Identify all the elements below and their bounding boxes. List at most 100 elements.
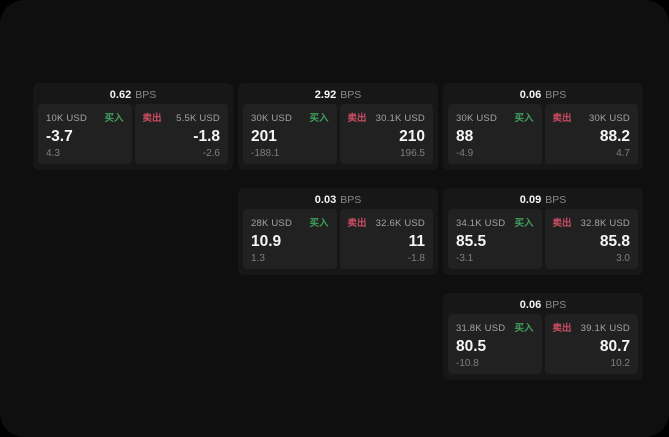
sell-panel-header: 卖出 32.8K USD — [553, 215, 631, 229]
spread-header: 0.06 BPS — [443, 293, 643, 314]
sell-quote-panel[interactable]: 卖出 39.1K USD 80.7 10.2 — [544, 314, 638, 374]
buy-sub-value: -188.1 — [251, 148, 280, 159]
quote-panels: 10K USD 买入 -3.7 4.3 卖出 5.5K USD -1.8 -2.… — [33, 104, 233, 170]
buy-panel-header: 30K USD 买入 — [251, 110, 329, 124]
buy-size: 10K USD — [46, 113, 88, 124]
quote-card: 0.06 BPS 31.8K USD 买入 80.5 -10.8 卖出 39.1K… — [443, 293, 643, 380]
quote-card: 0.06 BPS 30K USD 买入 88 -4.9 卖出 30K USD 88… — [443, 83, 643, 170]
buy-size: 34.1K USD — [456, 218, 506, 229]
buy-price: 201 — [251, 127, 277, 145]
sell-sub-value: 3.0 — [616, 253, 630, 264]
sell-size: 30.1K USD — [375, 113, 425, 124]
buy-sub-value: -10.8 — [456, 358, 479, 369]
buy-panel-header: 31.8K USD 买入 — [456, 320, 534, 334]
buy-side-label: 买入 — [514, 323, 534, 334]
buy-price: 88 — [456, 127, 474, 145]
sell-panel-header: 卖出 30K USD — [553, 110, 631, 124]
quote-card: 0.03 BPS 28K USD 买入 10.9 1.3 卖出 32.6K USD… — [238, 188, 438, 275]
sell-price: 11 — [408, 232, 425, 250]
spread-header: 0.09 BPS — [443, 188, 643, 209]
sell-size: 5.5K USD — [176, 113, 220, 124]
quote-panels: 31.8K USD 买入 80.5 -10.8 卖出 39.1K USD 80.… — [443, 314, 643, 380]
sell-side-label: 卖出 — [552, 323, 572, 334]
buy-price: -3.7 — [46, 127, 73, 145]
quote-panels: 34.1K USD 买入 85.5 -3.1 卖出 32.8K USD 85.8… — [443, 209, 643, 275]
spread-header: 0.62 BPS — [33, 83, 233, 104]
buy-panel-header: 30K USD 买入 — [456, 110, 534, 124]
sell-side-label: 卖出 — [142, 113, 162, 124]
buy-quote-panel[interactable]: 31.8K USD 买入 80.5 -10.8 — [448, 314, 542, 374]
buy-side-label: 买入 — [514, 218, 534, 229]
buy-side-label: 买入 — [514, 113, 534, 124]
buy-sub-value: -3.1 — [456, 253, 474, 264]
buy-price: 80.5 — [456, 337, 487, 355]
buy-price: 10.9 — [251, 232, 282, 250]
buy-sub-value: 1.3 — [251, 253, 265, 264]
spread-unit: BPS — [340, 194, 362, 206]
sell-side-label: 卖出 — [347, 218, 367, 229]
spread-value: 0.09 — [519, 194, 542, 206]
sell-quote-panel[interactable]: 卖出 30.1K USD 210 196.5 — [339, 104, 433, 164]
quote-card: 2.92 BPS 30K USD 买入 201 -188.1 卖出 30.1K U… — [238, 83, 438, 170]
buy-size: 28K USD — [251, 218, 293, 229]
spread-header: 0.06 BPS — [443, 83, 643, 104]
sell-size: 39.1K USD — [580, 323, 630, 334]
sell-quote-panel[interactable]: 卖出 32.8K USD 85.8 3.0 — [544, 209, 638, 269]
sell-quote-panel[interactable]: 卖出 32.6K USD 11 -1.8 — [339, 209, 433, 269]
buy-quote-panel[interactable]: 30K USD 买入 201 -188.1 — [243, 104, 337, 164]
buy-price: 85.5 — [456, 232, 487, 250]
quote-card: 0.62 BPS 10K USD 买入 -3.7 4.3 卖出 5.5K USD … — [33, 83, 233, 170]
quote-panels: 30K USD 买入 201 -188.1 卖出 30.1K USD 210 1… — [238, 104, 438, 170]
sell-panel-header: 卖出 30.1K USD — [348, 110, 426, 124]
sell-sub-value: 4.7 — [616, 148, 630, 159]
buy-sub-value: 4.3 — [46, 148, 60, 159]
sell-price: 80.7 — [599, 337, 630, 355]
sell-panel-header: 卖出 39.1K USD — [553, 320, 631, 334]
spread-value: 2.92 — [314, 89, 337, 101]
spread-value: 0.06 — [519, 299, 542, 311]
buy-quote-panel[interactable]: 10K USD 买入 -3.7 4.3 — [38, 104, 132, 164]
buy-size: 30K USD — [251, 113, 293, 124]
sell-price: 85.8 — [599, 232, 630, 250]
sell-quote-panel[interactable]: 卖出 5.5K USD -1.8 -2.6 — [134, 104, 228, 164]
buy-size: 31.8K USD — [456, 323, 506, 334]
sell-sub-value: 196.5 — [399, 148, 425, 159]
buy-side-label: 买入 — [309, 218, 329, 229]
sell-size: 32.8K USD — [580, 218, 630, 229]
spread-value: 0.06 — [519, 89, 542, 101]
buy-side-label: 买入 — [104, 113, 124, 124]
spread-unit: BPS — [545, 299, 567, 311]
sell-price: 210 — [399, 127, 425, 145]
buy-panel-header: 28K USD 买入 — [251, 215, 329, 229]
sell-sub-value: -2.6 — [202, 148, 220, 159]
sell-sub-value: -1.8 — [407, 253, 425, 264]
sell-side-label: 卖出 — [552, 218, 572, 229]
buy-quote-panel[interactable]: 34.1K USD 买入 85.5 -3.1 — [448, 209, 542, 269]
quote-panels: 30K USD 买入 88 -4.9 卖出 30K USD 88.2 4.7 — [443, 104, 643, 170]
buy-side-label: 买入 — [309, 113, 329, 124]
buy-sub-value: -4.9 — [456, 148, 474, 159]
spread-value: 0.62 — [109, 89, 132, 101]
sell-side-label: 卖出 — [347, 113, 367, 124]
sell-side-label: 卖出 — [552, 113, 572, 124]
spread-value: 0.03 — [314, 194, 337, 206]
sell-panel-header: 卖出 32.6K USD — [348, 215, 426, 229]
buy-quote-panel[interactable]: 30K USD 买入 88 -4.9 — [448, 104, 542, 164]
buy-panel-header: 10K USD 买入 — [46, 110, 124, 124]
sell-price: -1.8 — [193, 127, 220, 145]
buy-size: 30K USD — [456, 113, 498, 124]
sell-panel-header: 卖出 5.5K USD — [143, 110, 221, 124]
spread-unit: BPS — [545, 194, 567, 206]
sell-size: 32.6K USD — [375, 218, 425, 229]
sell-sub-value: 10.2 — [610, 358, 630, 369]
buy-panel-header: 34.1K USD 买入 — [456, 215, 534, 229]
buy-quote-panel[interactable]: 28K USD 买入 10.9 1.3 — [243, 209, 337, 269]
sell-quote-panel[interactable]: 卖出 30K USD 88.2 4.7 — [544, 104, 638, 164]
quotes-grid: 0.62 BPS 10K USD 买入 -3.7 4.3 卖出 5.5K USD … — [33, 83, 643, 380]
sell-size: 30K USD — [588, 113, 630, 124]
quote-card: 0.09 BPS 34.1K USD 买入 85.5 -3.1 卖出 32.8K … — [443, 188, 643, 275]
spread-unit: BPS — [135, 89, 157, 101]
spread-header: 2.92 BPS — [238, 83, 438, 104]
spread-unit: BPS — [545, 89, 567, 101]
